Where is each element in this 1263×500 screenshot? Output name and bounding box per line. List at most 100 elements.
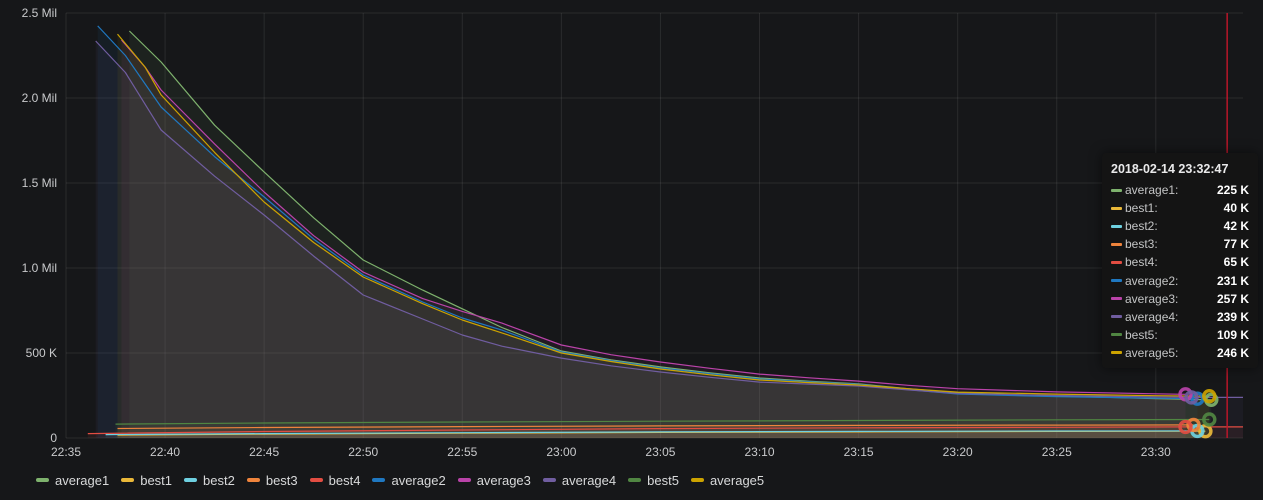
tooltip-series-value: 65 K [1223, 255, 1249, 270]
x-axis-tick-label: 22:35 [51, 445, 81, 459]
endpoint-marker-best1 [1198, 424, 1213, 439]
series-fill-best2 [105, 430, 1198, 438]
tooltip-series-value: 231 K [1216, 273, 1249, 288]
legend-item-best1[interactable]: best1 [121, 473, 172, 488]
series-color-dash-icon [1111, 279, 1122, 283]
endpoint-marker-average5 [1202, 389, 1217, 404]
y-axis-tick-label: 1.5 Mil [22, 176, 57, 190]
legend-color-dash-icon [184, 478, 198, 482]
legend-item-average5[interactable]: average5 [690, 472, 765, 488]
legend-item-label: best1 [140, 472, 173, 488]
series-fill-average5 [117, 34, 1210, 438]
y-axis-tick-label: 2.5 Mil [22, 6, 57, 20]
x-axis-tick-label: 22:55 [447, 445, 477, 459]
legend-color-dash-icon [628, 478, 642, 482]
tooltip-series-row: best3: 77 K [1111, 235, 1249, 253]
tooltip-timestamp: 2018-02-14 23:32:47 [1111, 162, 1229, 176]
series-color-dash-icon [1111, 315, 1122, 319]
series-color-dash-icon [1111, 333, 1122, 337]
tooltip-series-row: best1: 40 K [1111, 199, 1249, 217]
legend-item-best3[interactable]: best3 [246, 472, 298, 488]
legend-color-dash-icon [690, 478, 704, 482]
legend-item-label: average1 [55, 472, 110, 488]
series-line-best4 [87, 426, 1243, 435]
x-axis-tick-label: 23:05 [645, 445, 675, 459]
legend-item-label: best5 [647, 472, 679, 488]
tooltip-series-value: 42 K [1223, 219, 1249, 234]
x-axis-tick-label: 23:25 [1042, 445, 1072, 459]
tooltip-series-row: average2: 231 K [1111, 271, 1249, 289]
series-line-average5 [117, 33, 1210, 397]
legend-item-label: average3 [476, 472, 531, 488]
tooltip-series-row: average4: 239 K [1111, 308, 1249, 326]
legend-item-label: average2 [391, 472, 446, 488]
tooltip-series-name: average1: [1125, 183, 1179, 198]
tooltip-series-value: 77 K [1223, 237, 1249, 252]
series-color-dash-icon [1111, 260, 1122, 264]
legend-item-label: best2 [203, 472, 235, 488]
tooltip-series-value: 246 K [1216, 345, 1249, 360]
tooltip-series-row: best2: 42 K [1111, 217, 1249, 235]
legend-color-dash-icon [457, 478, 471, 482]
time-series-chart[interactable]: 22:35 22:40 22:45 22:50 22:55 23:00 23:05 23:10… [0, 0, 1263, 462]
legend-item-best2[interactable]: best2 [184, 473, 235, 488]
tooltip-series-row: average3: 257 K [1111, 290, 1249, 308]
tooltip-series-value: 257 K [1216, 291, 1249, 306]
tooltip-series-row: best4: 65 K [1111, 253, 1249, 271]
legend-item-average3[interactable]: average3 [457, 472, 531, 488]
tooltip-series-value: 239 K [1216, 309, 1249, 324]
legend: average1 best1 best2 best3 best4 average2 aver… [36, 468, 764, 492]
legend-color-dash-icon [309, 478, 323, 482]
tooltip-series-name: average5: [1125, 345, 1179, 360]
x-axis-tick-label: 22:50 [348, 445, 378, 459]
tooltip-series-value: 109 K [1216, 327, 1249, 342]
legend-color-dash-icon [36, 478, 49, 482]
legend-item-label: average4 [561, 472, 617, 488]
tooltip-series-name: best4: [1125, 255, 1158, 270]
series-fill-average2 [97, 25, 1198, 439]
endpoint-marker-best5 [1202, 412, 1217, 427]
tooltip-series-name: best1: [1125, 201, 1158, 216]
series-line-best3 [117, 424, 1194, 430]
series-line-best2 [105, 430, 1198, 436]
endpoint-marker-best3 [1186, 417, 1201, 433]
legend-item-best4[interactable]: best4 [309, 472, 361, 488]
legend-item-label: average5 [709, 472, 765, 488]
tooltip-series-value: 40 K [1223, 201, 1249, 216]
legend-item-average4[interactable]: average4 [542, 472, 617, 488]
y-axis-tick-label: 1.0 Mil [22, 261, 57, 275]
series-color-dash-icon [1111, 351, 1122, 355]
legend-item-best5[interactable]: best5 [628, 473, 679, 488]
tooltip-series-name: best3: [1125, 237, 1158, 252]
x-axis-tick-label: 23:00 [546, 445, 576, 459]
tooltip-series-row: average1: 225 K [1111, 181, 1249, 199]
endpoint-marker-average4 [1184, 390, 1199, 405]
x-axis-tick-label: 23:10 [745, 445, 775, 459]
legend-item-label: best3 [265, 472, 298, 488]
y-axis-tick-label: 0 [50, 431, 57, 445]
endpoint-marker-best4 [1178, 419, 1193, 435]
series-fill-average3 [121, 40, 1186, 438]
y-axis-tick-label: 2.0 Mil [22, 91, 57, 105]
tooltip-series-row: best5: 109 K [1111, 326, 1249, 344]
legend-color-dash-icon [246, 478, 260, 482]
legend-item-average1[interactable]: average1 [36, 473, 109, 488]
legend-color-dash-icon [121, 478, 135, 482]
series-fill-average4 [95, 41, 1244, 438]
legend-item-average2[interactable]: average2 [372, 472, 446, 488]
x-axis-tick-label: 23:20 [943, 445, 973, 459]
tooltip-series-name: average4: [1125, 309, 1179, 324]
tooltip-series-row: average5: 246 K [1111, 344, 1249, 362]
tooltip-series-name: best2: [1125, 219, 1158, 234]
x-axis-tick-label: 23:30 [1141, 445, 1171, 459]
x-axis-tick-label: 22:45 [249, 445, 279, 459]
x-axis-tick-label: 23:15 [844, 445, 874, 459]
legend-color-dash-icon [372, 478, 386, 482]
legend-item-label: best4 [328, 472, 361, 488]
series-line-average3 [121, 39, 1186, 395]
tooltip-series-name: average3: [1125, 291, 1179, 306]
legend-color-dash-icon [542, 478, 556, 482]
